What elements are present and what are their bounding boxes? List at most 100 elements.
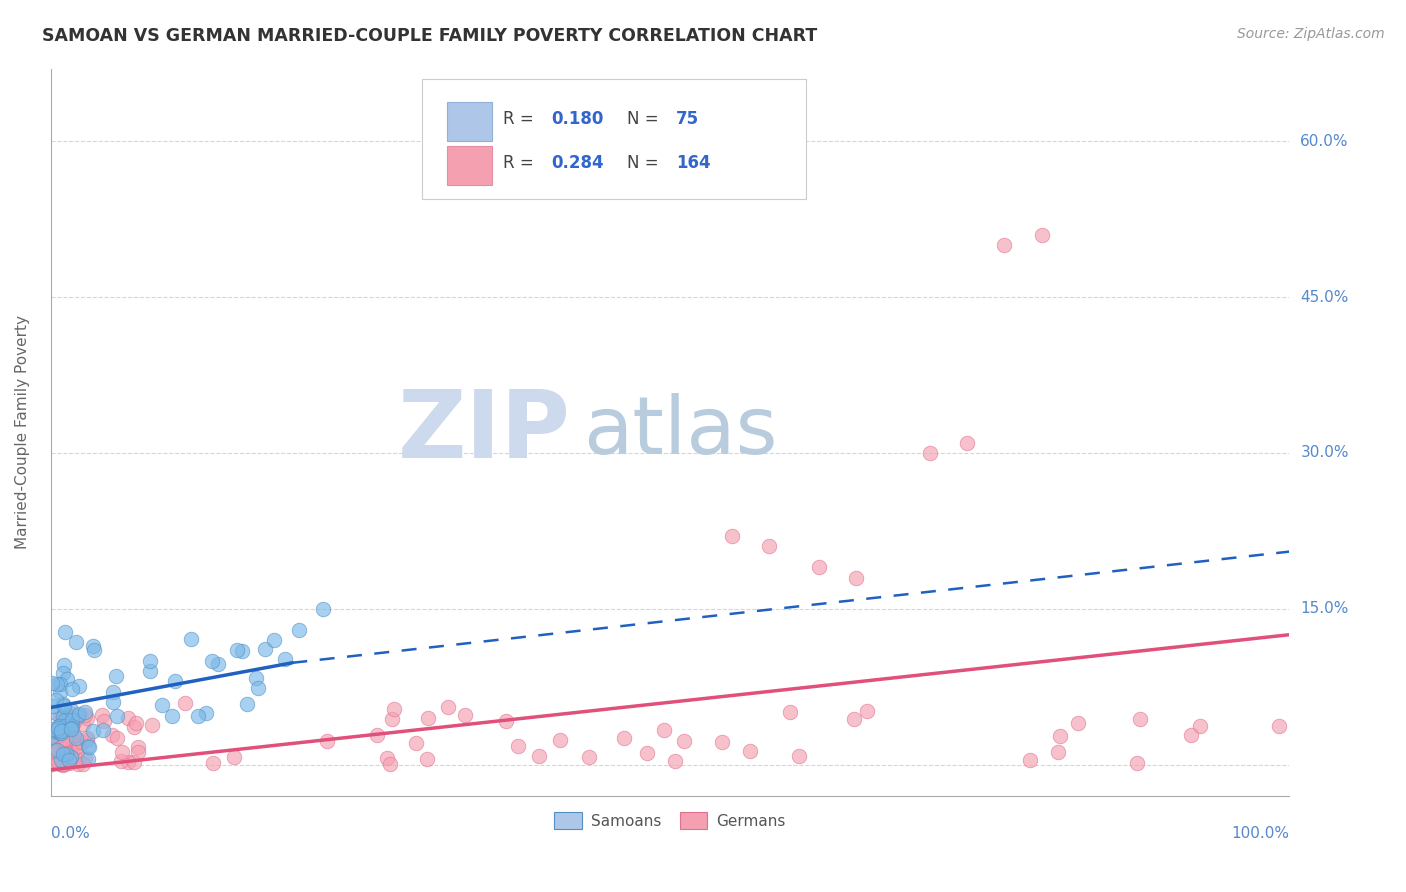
- Point: [312, 601, 335, 615]
- Point: [59, 735, 82, 749]
- Point: [1031, 227, 1053, 242]
- Point: [779, 706, 801, 720]
- Point: [53, 625, 76, 640]
- Point: [60, 749, 83, 764]
- Point: [673, 733, 696, 747]
- Point: [41, 745, 63, 759]
- Point: [59, 739, 82, 754]
- Point: [578, 750, 600, 764]
- Point: [548, 732, 571, 747]
- Point: [44, 740, 66, 755]
- Point: [842, 713, 865, 727]
- Point: [51, 733, 73, 747]
- Point: [51, 755, 73, 769]
- Point: [110, 754, 132, 768]
- Point: [46, 723, 69, 738]
- Point: [44, 742, 66, 756]
- Point: [66, 735, 89, 749]
- Point: [53, 714, 76, 728]
- Point: [82, 723, 104, 738]
- Point: [60, 707, 83, 722]
- Point: [41, 754, 63, 768]
- Text: 75: 75: [676, 111, 699, 128]
- Point: [53, 749, 76, 764]
- Point: [141, 718, 163, 732]
- Point: [52, 720, 75, 734]
- Point: [67, 739, 90, 753]
- Point: [48, 756, 70, 770]
- Point: [45, 754, 67, 768]
- Point: [384, 702, 406, 716]
- Point: [52, 666, 75, 681]
- Point: [46, 734, 69, 748]
- Point: [1189, 719, 1212, 733]
- Point: [163, 674, 186, 689]
- Point: [42, 699, 65, 714]
- Point: [101, 685, 124, 699]
- Point: [42, 741, 65, 756]
- Point: [65, 731, 87, 746]
- Point: [180, 632, 202, 646]
- Point: [72, 756, 94, 771]
- Point: [139, 654, 162, 668]
- Text: 164: 164: [676, 154, 711, 172]
- Point: [73, 708, 96, 723]
- Point: [263, 632, 285, 647]
- Point: [122, 720, 145, 734]
- Point: [495, 714, 517, 728]
- Point: [65, 731, 87, 746]
- Point: [437, 700, 460, 714]
- Point: [41, 730, 63, 744]
- Point: [41, 722, 63, 736]
- Point: [76, 711, 98, 725]
- Point: [76, 732, 98, 747]
- Point: [49, 726, 72, 740]
- FancyBboxPatch shape: [422, 79, 806, 200]
- Point: [807, 560, 830, 574]
- Point: [124, 756, 146, 770]
- Point: [201, 654, 224, 668]
- Point: [42, 754, 65, 768]
- Point: [42, 753, 65, 767]
- Point: [79, 739, 101, 754]
- Point: [49, 723, 72, 738]
- Point: [636, 746, 658, 760]
- Point: [52, 741, 75, 756]
- Point: [52, 697, 75, 711]
- Point: [49, 747, 72, 761]
- Point: [52, 757, 75, 772]
- Point: [72, 717, 94, 731]
- Point: [51, 710, 73, 724]
- Point: [45, 756, 67, 770]
- Point: [41, 738, 63, 752]
- Point: [52, 710, 75, 724]
- Point: [55, 754, 77, 768]
- Point: [1046, 745, 1069, 759]
- Point: [527, 748, 550, 763]
- Point: [740, 744, 762, 758]
- Text: SAMOAN VS GERMAN MARRIED-COUPLE FAMILY POVERTY CORRELATION CHART: SAMOAN VS GERMAN MARRIED-COUPLE FAMILY P…: [42, 27, 817, 45]
- Point: [652, 723, 675, 738]
- Point: [76, 731, 98, 745]
- Point: [55, 756, 77, 770]
- Point: [41, 676, 63, 690]
- Point: [58, 709, 80, 723]
- Point: [127, 739, 149, 754]
- Point: [160, 709, 183, 723]
- Point: [1268, 719, 1291, 733]
- Point: [613, 731, 636, 745]
- Text: Source: ZipAtlas.com: Source: ZipAtlas.com: [1237, 27, 1385, 41]
- Point: [46, 734, 69, 748]
- Text: R =: R =: [503, 111, 538, 128]
- Point: [454, 708, 477, 723]
- Point: [45, 752, 67, 766]
- Point: [42, 724, 65, 739]
- Point: [920, 446, 942, 460]
- Point: [107, 709, 129, 723]
- Y-axis label: Married-Couple Family Poverty: Married-Couple Family Poverty: [15, 315, 30, 549]
- Point: [41, 756, 63, 770]
- Point: [59, 734, 82, 748]
- Point: [41, 755, 63, 769]
- Point: [1125, 756, 1147, 771]
- Point: [55, 726, 77, 740]
